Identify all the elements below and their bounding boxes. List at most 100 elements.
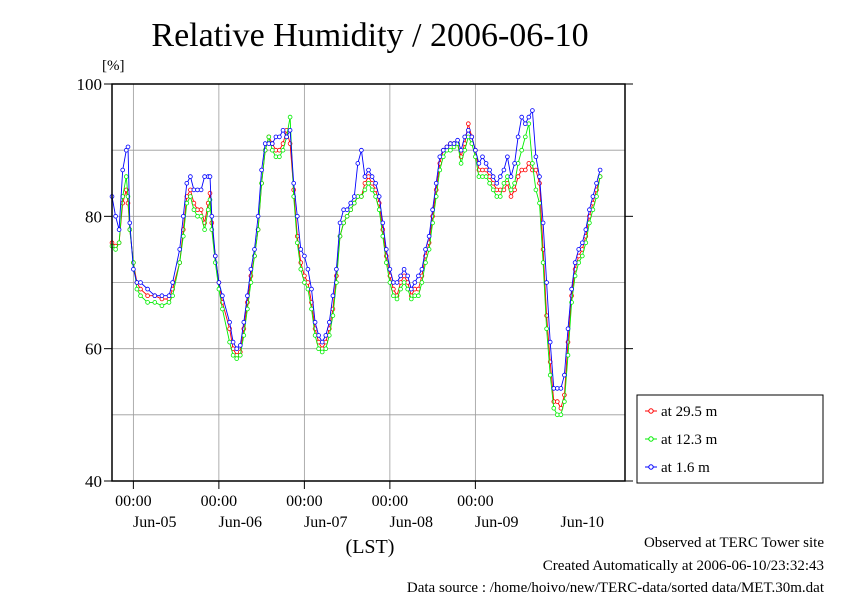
data-point [124,174,129,179]
data-point [569,286,574,292]
data-point [576,247,581,252]
data-point [145,300,150,305]
data-point [198,207,204,213]
data-point [184,181,190,186]
data-point [587,220,592,226]
data-point [305,266,311,272]
x-date-tick-label: Jun-08 [389,514,433,531]
data-point [480,154,485,160]
data-point [423,260,428,265]
data-point [554,399,560,404]
data-point [348,200,354,206]
x-date-tick-label: Jun-06 [218,514,262,531]
data-point [416,273,421,279]
data-point [544,313,549,318]
data-point [508,174,514,179]
data-point [369,187,375,193]
data-point [113,214,118,219]
data-point [373,181,378,186]
data-point [198,187,204,193]
data-point [145,293,150,299]
data-point [401,280,407,285]
series-line [111,117,601,416]
y-tick-label: 100 [77,75,103,94]
data-point [138,293,143,299]
data-point [455,137,460,143]
data-point [408,296,414,302]
data-point [152,300,158,305]
data-point [540,220,546,226]
data-point [547,339,553,345]
data-point [522,134,528,140]
data-point [380,220,386,226]
data-point [433,181,439,186]
data-point [269,141,275,146]
data-point [280,147,286,153]
data-point [291,181,297,186]
data-point [330,293,336,299]
data-point [440,147,446,153]
data-point [220,306,225,312]
data-point [234,356,240,361]
data-point [302,280,307,285]
legend-swatch-marker [648,464,654,470]
data-point [234,346,240,352]
data-point [166,300,172,305]
x-date-tick-label: Jun-07 [304,514,348,531]
data-point [216,280,222,285]
data-point [230,339,236,345]
data-point [113,247,118,252]
data-point [497,174,503,179]
data-point [490,187,496,193]
data-point [530,108,535,113]
data-point [177,260,183,265]
footer-site: Observed at TERC Tower site [643,535,824,551]
data-point [227,319,232,325]
data-point [462,134,468,140]
data-point [207,174,213,179]
data-point [366,167,371,173]
data-point [207,190,213,196]
data-point [309,306,314,312]
data-point [277,134,282,140]
data-point [537,200,542,206]
legend-label: at 1.6 m [661,460,710,476]
data-point [544,326,549,332]
data-point [248,266,254,272]
data-point [483,161,489,166]
data-point [125,144,131,150]
x-time-tick-label: 00:00 [115,493,151,510]
data-point [323,333,329,338]
data-point [547,372,553,378]
data-point [319,349,325,355]
data-point [522,121,528,126]
data-point [544,280,549,285]
data-point [487,167,492,173]
x-time-tick-label: 00:00 [372,493,408,510]
data-point [387,266,393,272]
x-time-tick-label: 00:00 [286,493,322,510]
data-point [469,134,475,140]
series-line [111,108,601,389]
data-point [330,313,336,318]
data-point [181,233,186,239]
y-tick-label: 80 [85,207,102,226]
data-point [451,141,457,146]
data-point [241,333,247,338]
data-point [116,240,122,246]
data-point [487,181,492,186]
data-point [312,319,318,325]
data-point [287,114,293,120]
data-point [519,114,524,120]
data-point [558,386,564,391]
data-point [572,260,578,265]
data-point [355,161,361,166]
data-point [533,154,539,160]
data-point [316,333,321,338]
data-point [159,303,165,309]
data-point [505,154,510,160]
data-point [483,174,489,179]
data-point [565,326,571,332]
data-point [515,174,521,179]
